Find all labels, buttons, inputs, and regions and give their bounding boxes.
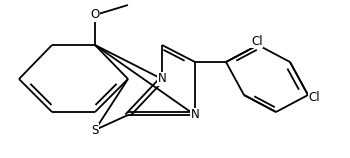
Text: Cl: Cl <box>251 35 263 48</box>
Text: O: O <box>90 9 100 21</box>
Text: Cl: Cl <box>309 91 320 104</box>
Text: N: N <box>191 109 199 122</box>
Text: S: S <box>91 124 99 137</box>
Text: N: N <box>158 73 166 85</box>
